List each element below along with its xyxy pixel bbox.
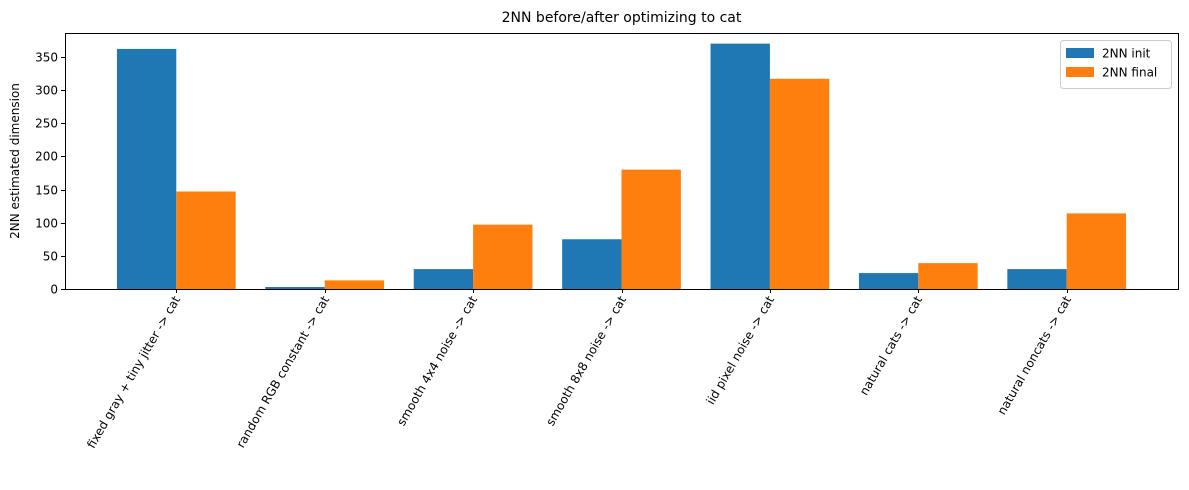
y-tick-label-6: 300 [35, 84, 58, 98]
x-axis: fixed gray + tiny jitter -> cat random RG… [84, 289, 1074, 451]
legend-swatch-1 [1066, 67, 1094, 77]
x-tick-label-2: smooth 4x4 noise -> cat [394, 293, 480, 428]
bar-init-3 [562, 239, 622, 289]
bar-init-2 [413, 269, 474, 289]
y-tick-label-5: 250 [35, 117, 58, 131]
y-tick-label-2: 100 [35, 217, 58, 231]
x-tick-label-1: random RGB constant -> cat [234, 293, 333, 450]
y-tick-label-3: 150 [35, 184, 58, 198]
bar-init-4 [710, 43, 770, 289]
bar-final-4 [769, 78, 830, 289]
x-tick-label-6: natural noncats -> cat [995, 293, 1075, 417]
bar-final-6 [1066, 213, 1127, 289]
bar-final-2 [473, 224, 533, 289]
chart-title: 2NN before/after optimizing to cat [502, 10, 742, 26]
bar-init-6 [1007, 269, 1067, 289]
bar-final-0 [176, 191, 236, 289]
bar-final-3 [621, 169, 681, 289]
legend-label-0: 2NN init [1102, 47, 1151, 61]
bars-group [116, 43, 1127, 289]
legend-swatch-0 [1066, 48, 1094, 58]
bar-init-5 [858, 273, 919, 289]
x-tick-label-4: iid pixel noise -> cat [704, 293, 778, 407]
y-tick-label-4: 200 [35, 150, 58, 164]
legend: 2NN init 2NN final [1060, 40, 1172, 89]
y-axis-label: 2NN estimated dimension [8, 83, 22, 239]
bar-final-1 [324, 280, 385, 289]
x-tick-label-3: smooth 8x8 noise -> cat [543, 293, 629, 428]
bar-init-1 [265, 287, 325, 289]
y-tick-label-0: 0 [50, 283, 58, 297]
bar-init-0 [116, 48, 177, 289]
y-tick-label-7: 350 [35, 51, 58, 65]
y-axis: 0 50 100 150 200 250 300 350 [35, 51, 65, 297]
plot-frame [65, 33, 1179, 290]
legend-label-1: 2NN final [1102, 66, 1157, 80]
y-tick-label-1: 50 [43, 250, 58, 264]
x-tick-label-5: natural cats -> cat [857, 293, 925, 397]
x-tick-label-0: fixed gray + tiny jitter -> cat [84, 293, 183, 450]
bar-final-5 [918, 263, 978, 289]
